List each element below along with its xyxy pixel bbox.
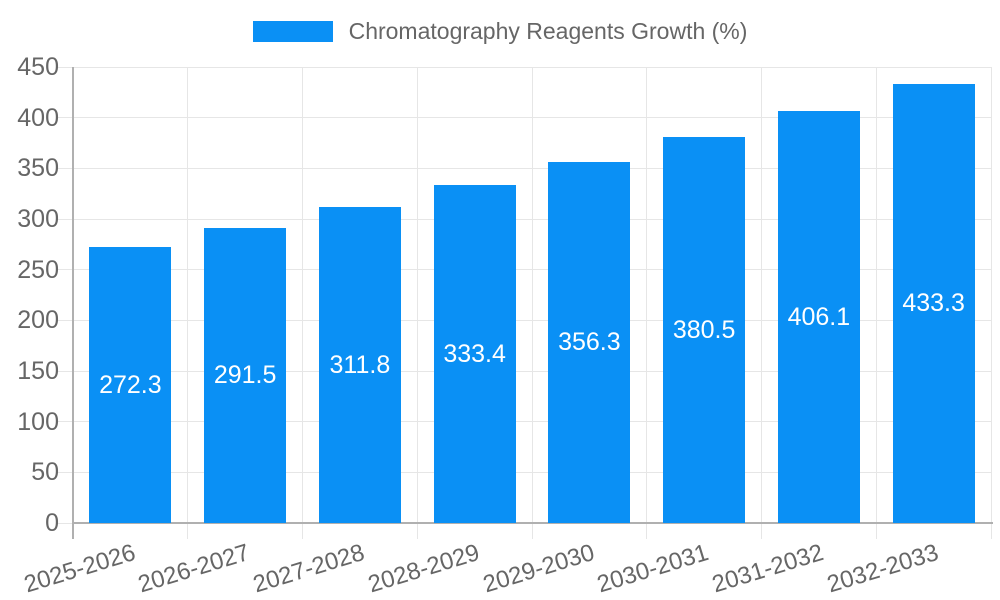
gridline-x [416, 67, 418, 539]
bar-value-label: 356.3 [558, 328, 621, 357]
bar[interactable] [204, 227, 287, 523]
bar[interactable] [548, 161, 631, 523]
bar-value-label: 333.4 [443, 340, 506, 369]
y-axis-label: 200 [17, 306, 59, 335]
y-tick-mark [57, 421, 73, 423]
y-tick-mark [57, 522, 73, 524]
gridline-x [187, 67, 189, 539]
y-axis-label: 350 [17, 154, 59, 183]
gridline-x [990, 67, 992, 539]
x-axis-label: 2029-2030 [479, 539, 598, 599]
x-axis-line [72, 522, 993, 524]
y-tick-mark [57, 167, 73, 169]
bar[interactable] [433, 185, 516, 523]
y-tick-mark [57, 319, 73, 321]
y-tick-mark [57, 66, 73, 68]
y-tick-mark [57, 370, 73, 372]
y-tick-mark [57, 269, 73, 271]
x-axis-label: 2030-2031 [594, 539, 713, 599]
bar[interactable] [663, 137, 746, 523]
bar[interactable] [89, 247, 172, 523]
y-axis-label: 150 [17, 357, 59, 385]
bar-value-label: 311.8 [329, 351, 391, 380]
x-axis-label: 2032-2033 [823, 539, 942, 599]
bar-value-label: 406.1 [787, 303, 851, 332]
x-axis-label: 2025-2026 [20, 539, 139, 599]
y-axis-label: 250 [17, 255, 59, 284]
x-axis-label: 2028-2029 [364, 539, 483, 599]
bar-value-label: 380.5 [672, 316, 736, 345]
legend-item[interactable]: Chromatography Reagents Growth (%) [252, 18, 748, 45]
y-axis-label: 450 [17, 53, 59, 81]
gridline-x [646, 67, 648, 539]
legend-label: Chromatography Reagents Growth (%) [348, 18, 748, 44]
gridline-x [875, 67, 877, 539]
y-axis-label: 400 [17, 103, 59, 132]
y-axis-label: 100 [17, 407, 59, 436]
bar[interactable] [318, 207, 401, 523]
y-axis-label: 0 [45, 509, 59, 537]
x-axis-label: 2031-2032 [709, 539, 827, 599]
bar-value-label: 433.3 [902, 289, 965, 318]
bar[interactable] [777, 111, 860, 523]
y-axis-label: 300 [17, 205, 59, 233]
y-tick-mark [57, 117, 73, 119]
legend-swatch [252, 21, 333, 42]
x-axis-label: 2027-2028 [250, 539, 368, 599]
y-axis-label: 50 [31, 458, 59, 487]
gridline-x [302, 67, 303, 539]
y-tick-mark [57, 471, 73, 473]
gridline-x [531, 67, 533, 539]
y-axis-line [72, 67, 74, 539]
y-tick-mark [57, 218, 73, 220]
legend: Chromatography Reagents Growth (%) [0, 18, 1000, 45]
bar[interactable] [892, 83, 975, 523]
x-axis-label: 2026-2027 [135, 539, 254, 599]
gridline-x [761, 67, 762, 539]
bar-value-label: 291.5 [213, 361, 277, 390]
plot-area: 0 50 100 150 200 250 300 350 400 450 272.3 2025-202… [17, 53, 993, 598]
bar-value-label: 272.3 [99, 371, 162, 400]
